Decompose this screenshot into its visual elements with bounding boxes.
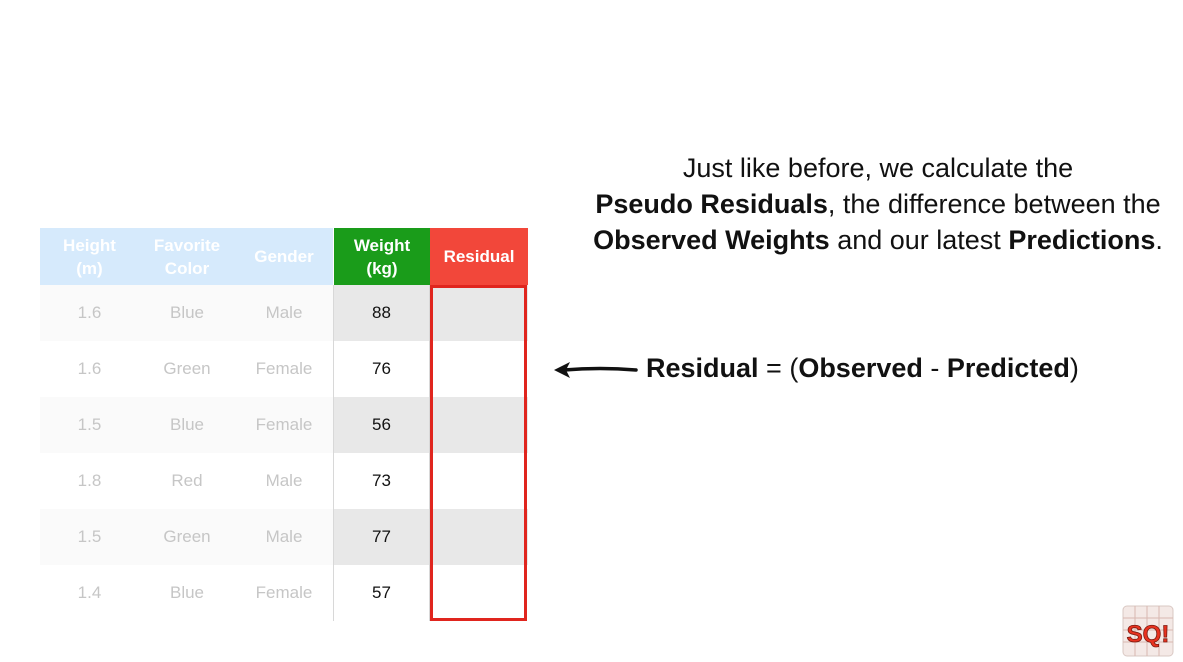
cell-gender: Female (235, 565, 333, 621)
cell-gender: Female (235, 341, 333, 397)
explanation-part: . (1155, 225, 1163, 255)
term-predictions: Predictions (1008, 225, 1156, 255)
table-row: 1.4 Blue Female 57 (40, 565, 528, 621)
cell-residual (430, 509, 528, 565)
cell-weight: 57 (333, 565, 430, 621)
cell-residual (430, 565, 528, 621)
cell-height: 1.6 (40, 285, 139, 341)
cell-gender: Female (235, 397, 333, 453)
header-height: Height (m) (40, 228, 139, 285)
header-gender: Gender (235, 228, 333, 285)
cell-height: 1.5 (40, 509, 139, 565)
explanation-part: , the difference between the (827, 189, 1161, 219)
formula-residual: Residual (646, 353, 759, 383)
formula-observed: Observed (798, 353, 923, 383)
cell-height: 1.8 (40, 453, 139, 509)
table-row: 1.5 Green Male 77 (40, 509, 528, 565)
cell-height: 1.4 (40, 565, 139, 621)
cell-height: 1.5 (40, 397, 139, 453)
term-observed-weights: Observed Weights (593, 225, 830, 255)
explanation-part: Just like before, we calculate the (682, 153, 1074, 183)
explanation-text: Just like before, we calculate the Pseudo… (588, 150, 1168, 258)
formula-minus: - (922, 353, 947, 383)
cell-weight: 88 (333, 285, 430, 341)
header-favorite-color: Favorite Color (139, 228, 235, 285)
arrow-left-icon (554, 362, 638, 378)
cell-favorite-color: Green (139, 341, 235, 397)
cell-residual (430, 397, 528, 453)
formula-predicted: Predicted (946, 353, 1070, 383)
cell-weight: 76 (333, 341, 430, 397)
cell-gender: Male (235, 285, 333, 341)
cell-favorite-color: Blue (139, 565, 235, 621)
table-row: 1.6 Green Female 76 (40, 341, 528, 397)
cell-favorite-color: Blue (139, 285, 235, 341)
cell-residual (430, 453, 528, 509)
data-table: Height (m) Favorite Color Gender Weight … (40, 228, 528, 621)
table-header-row: Height (m) Favorite Color Gender Weight … (40, 228, 528, 285)
cell-gender: Male (235, 453, 333, 509)
table-body: 1.6 Blue Male 88 1.6 Green Female 76 1.5… (40, 285, 528, 621)
term-pseudo-residuals: Pseudo Residuals (595, 189, 828, 219)
cell-residual (430, 285, 528, 341)
logo-text: SQ! (1127, 621, 1170, 648)
explanation-part: and our latest (829, 225, 1009, 255)
table-row: 1.6 Blue Male 88 (40, 285, 528, 341)
cell-residual (430, 341, 528, 397)
cell-weight: 77 (333, 509, 430, 565)
cell-favorite-color: Red (139, 453, 235, 509)
residual-formula: Residual = (Observed - Predicted) (646, 350, 1079, 386)
header-residual: Residual (430, 228, 528, 285)
table-row: 1.5 Blue Female 56 (40, 397, 528, 453)
cell-favorite-color: Green (139, 509, 235, 565)
cell-gender: Male (235, 509, 333, 565)
statquest-logo-icon: SQ! (1122, 605, 1174, 657)
header-weight: Weight (kg) (333, 228, 430, 285)
cell-weight: 56 (333, 397, 430, 453)
cell-height: 1.6 (40, 341, 139, 397)
cell-weight: 73 (333, 453, 430, 509)
cell-favorite-color: Blue (139, 397, 235, 453)
formula-close: ) (1069, 353, 1079, 383)
formula-equals: = ( (758, 353, 799, 383)
table-row: 1.8 Red Male 73 (40, 453, 528, 509)
